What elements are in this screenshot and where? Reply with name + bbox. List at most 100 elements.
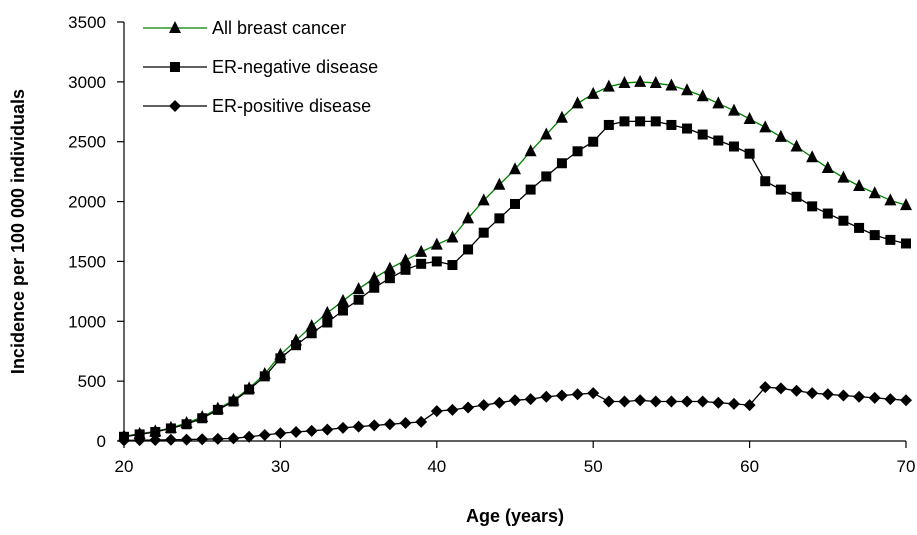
data-point	[571, 96, 584, 109]
data-point	[337, 305, 348, 316]
y-tick-label: 1000	[68, 312, 106, 331]
data-point	[696, 395, 709, 408]
data-point	[336, 421, 349, 434]
data-point	[602, 395, 615, 408]
data-point	[430, 405, 443, 418]
data-point	[462, 401, 475, 414]
data-point	[744, 148, 755, 159]
data-point	[291, 340, 302, 351]
data-point	[571, 388, 584, 401]
y-tick-label: 2000	[68, 193, 106, 212]
data-point	[619, 116, 630, 127]
data-point	[493, 396, 506, 409]
y-tick-label: 3500	[68, 13, 106, 32]
data-point	[478, 227, 489, 238]
data-point	[493, 177, 506, 190]
x-tick-label: 50	[584, 457, 603, 476]
data-point	[727, 397, 740, 410]
data-point	[149, 434, 162, 447]
data-point	[760, 176, 771, 187]
data-point	[853, 179, 866, 192]
data-point	[666, 119, 677, 130]
data-point	[540, 390, 553, 403]
data-point	[306, 328, 317, 339]
series-er-negative-disease	[119, 116, 911, 442]
data-point	[884, 193, 897, 206]
legend: All breast cancer ER-negative disease ER-p…	[143, 18, 378, 116]
series-line	[123, 81, 907, 437]
data-point	[196, 433, 209, 446]
data-point	[133, 434, 146, 447]
data-point	[322, 317, 333, 328]
data-point	[352, 281, 365, 294]
data-point	[838, 215, 849, 226]
y-tick-label: 3000	[68, 73, 106, 92]
data-point	[541, 171, 552, 182]
data-point	[837, 170, 850, 183]
data-point	[305, 319, 318, 332]
data-point	[774, 129, 787, 142]
data-point	[180, 433, 193, 446]
data-point	[446, 403, 459, 416]
data-point	[728, 141, 739, 152]
data-point	[150, 427, 161, 438]
data-point	[885, 234, 896, 245]
data-point	[197, 413, 208, 424]
data-point	[712, 96, 725, 109]
data-point	[274, 427, 287, 440]
data-point	[868, 391, 881, 404]
data-point	[463, 244, 474, 255]
data-point	[650, 116, 661, 127]
data-point	[556, 158, 567, 169]
data-point	[509, 162, 521, 175]
legend-label: All breast cancer	[212, 18, 346, 38]
data-point	[665, 78, 678, 91]
data-point	[806, 150, 819, 163]
legend-marker	[169, 21, 181, 33]
data-point	[697, 129, 708, 140]
data-point	[602, 79, 615, 92]
data-point	[383, 418, 396, 431]
data-point	[681, 83, 694, 96]
legend-label: ER-negative disease	[212, 57, 378, 77]
data-point	[572, 146, 583, 157]
data-point	[353, 294, 364, 305]
data-point	[181, 419, 192, 430]
data-point	[290, 426, 303, 439]
data-point	[869, 230, 880, 241]
data-point	[821, 161, 834, 174]
x-tick-label: 40	[427, 457, 446, 476]
data-point	[259, 371, 270, 382]
data-point	[854, 222, 865, 233]
data-point	[540, 127, 553, 140]
data-point	[399, 253, 412, 266]
data-point	[321, 423, 334, 436]
data-point	[618, 395, 631, 408]
axes: 0 500 1000 1500 2000 2500 3000 3500 20 30 40 50 60 70	[68, 13, 915, 476]
legend-entry-er-negative-disease: ER-negative disease	[143, 57, 378, 77]
series-er-positive-disease	[118, 381, 912, 447]
data-point	[430, 237, 443, 250]
data-point	[774, 382, 787, 395]
data-point	[258, 429, 271, 442]
series-layer	[118, 74, 912, 447]
series-all-breast-cancer	[118, 74, 912, 442]
data-point	[368, 271, 381, 284]
data-point	[713, 135, 724, 146]
data-point	[712, 396, 725, 409]
data-point	[510, 198, 520, 209]
data-point	[822, 208, 833, 219]
data-point	[807, 201, 818, 212]
x-tick-label: 60	[740, 457, 759, 476]
data-point	[759, 381, 772, 394]
legend-entry-all-breast-cancer: All breast cancer	[143, 18, 346, 38]
data-point	[447, 260, 458, 271]
data-point	[524, 144, 537, 157]
data-point	[790, 384, 803, 397]
data-point	[587, 387, 600, 400]
data-point	[634, 74, 647, 87]
x-tick-label: 30	[271, 457, 290, 476]
legend-entry-er-positive-disease: ER-positive disease	[143, 96, 371, 116]
data-point	[790, 139, 803, 152]
data-point	[369, 282, 380, 293]
